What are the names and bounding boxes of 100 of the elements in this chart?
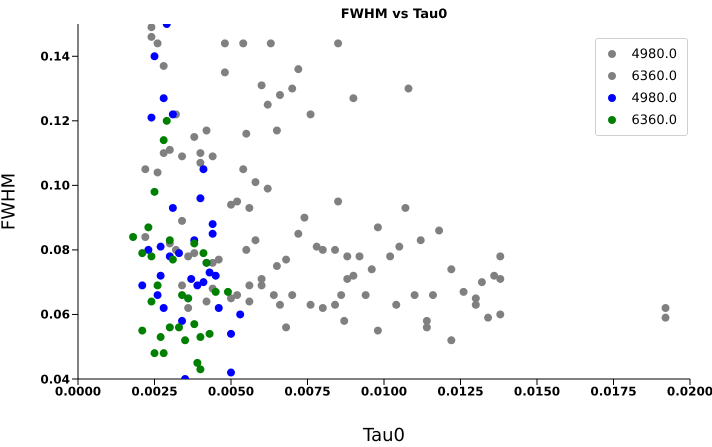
point	[160, 349, 168, 358]
point	[190, 132, 198, 141]
point	[422, 323, 431, 332]
point	[272, 126, 281, 134]
point	[496, 310, 504, 318]
legend-label: 4980.0	[632, 90, 677, 106]
point	[312, 242, 321, 251]
y-tick-label: 0.10	[40, 178, 70, 193]
point	[214, 256, 223, 264]
point	[138, 326, 146, 335]
x-tick-label: 0.0025	[131, 384, 178, 399]
point	[478, 278, 486, 286]
x-tick-label: 0.0000	[54, 384, 102, 399]
point	[141, 233, 150, 241]
point	[190, 249, 198, 258]
point	[251, 178, 260, 186]
point	[227, 200, 235, 209]
point	[206, 268, 214, 276]
legend-label: 6360.0	[632, 112, 677, 128]
point	[199, 249, 208, 258]
point	[282, 256, 290, 264]
point	[239, 165, 248, 174]
point	[138, 281, 146, 290]
point	[447, 265, 456, 274]
point	[331, 300, 340, 309]
point	[168, 204, 177, 212]
point	[395, 242, 404, 251]
point	[662, 304, 670, 312]
point	[318, 246, 327, 254]
point	[343, 252, 352, 260]
legend-label: 4980.0	[632, 46, 677, 62]
point	[300, 214, 308, 222]
point	[206, 330, 214, 338]
point	[496, 274, 504, 283]
y-tick-label: 0.12	[40, 114, 70, 128]
point	[196, 194, 204, 202]
point	[242, 130, 250, 138]
point	[220, 68, 229, 76]
x-tick-label: 0.0150	[514, 384, 560, 399]
point	[435, 226, 444, 235]
x-tick-label: 0.0125	[437, 384, 484, 399]
point	[224, 288, 232, 296]
point	[484, 314, 492, 322]
point	[214, 304, 223, 312]
point	[294, 230, 302, 238]
point	[168, 110, 177, 118]
point	[386, 252, 394, 260]
point	[147, 298, 156, 306]
point	[266, 39, 275, 48]
point	[422, 316, 431, 325]
point	[239, 39, 248, 48]
y-tick-label: 0.08	[40, 243, 70, 258]
point	[245, 281, 254, 290]
point	[490, 272, 498, 280]
point	[356, 252, 364, 260]
point	[306, 300, 315, 309]
point	[144, 246, 152, 254]
point	[472, 300, 480, 309]
point	[147, 252, 156, 260]
point	[227, 368, 235, 377]
point	[193, 358, 202, 367]
y-tick-label: 0.06	[40, 308, 70, 322]
point	[144, 223, 152, 232]
point	[401, 204, 410, 212]
point	[208, 230, 217, 238]
point	[404, 84, 412, 93]
point	[190, 239, 198, 248]
point	[160, 136, 168, 144]
x-tick-label: 0.0100	[360, 384, 408, 399]
point	[220, 39, 229, 48]
point	[374, 326, 382, 335]
point	[196, 333, 204, 342]
point	[212, 272, 220, 280]
point	[154, 168, 162, 176]
point	[276, 300, 284, 309]
point	[166, 323, 174, 332]
point	[331, 246, 340, 254]
point	[202, 126, 211, 134]
point	[460, 288, 468, 296]
point	[184, 252, 192, 260]
x-axis-title: Tau0	[362, 425, 405, 446]
point	[150, 349, 158, 358]
point	[245, 204, 254, 212]
point	[264, 184, 272, 193]
point	[174, 323, 183, 332]
point	[343, 274, 352, 283]
point	[160, 94, 168, 102]
point	[288, 84, 296, 93]
point	[282, 323, 290, 332]
point	[129, 233, 138, 241]
y-tick-label: 0.04	[40, 372, 70, 386]
point	[662, 314, 670, 322]
point	[178, 291, 186, 300]
point	[227, 294, 235, 302]
point	[362, 291, 370, 300]
point	[349, 94, 358, 102]
point	[212, 288, 220, 296]
point	[154, 39, 162, 48]
point	[349, 272, 358, 280]
point	[166, 236, 174, 244]
